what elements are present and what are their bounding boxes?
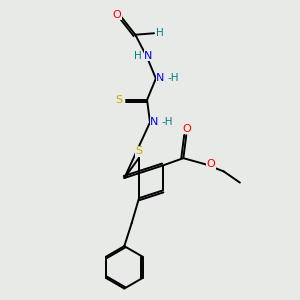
Text: S: S [136,146,142,156]
Text: N: N [150,117,159,127]
Text: O: O [113,10,122,20]
Text: H: H [156,28,164,38]
Text: O: O [182,124,191,134]
Text: N: N [156,73,164,83]
Text: O: O [207,159,215,169]
Text: -H: -H [167,73,179,83]
Text: S: S [116,95,123,105]
Text: -H: -H [161,117,173,127]
Text: N: N [144,51,153,61]
Text: H: H [134,51,142,61]
